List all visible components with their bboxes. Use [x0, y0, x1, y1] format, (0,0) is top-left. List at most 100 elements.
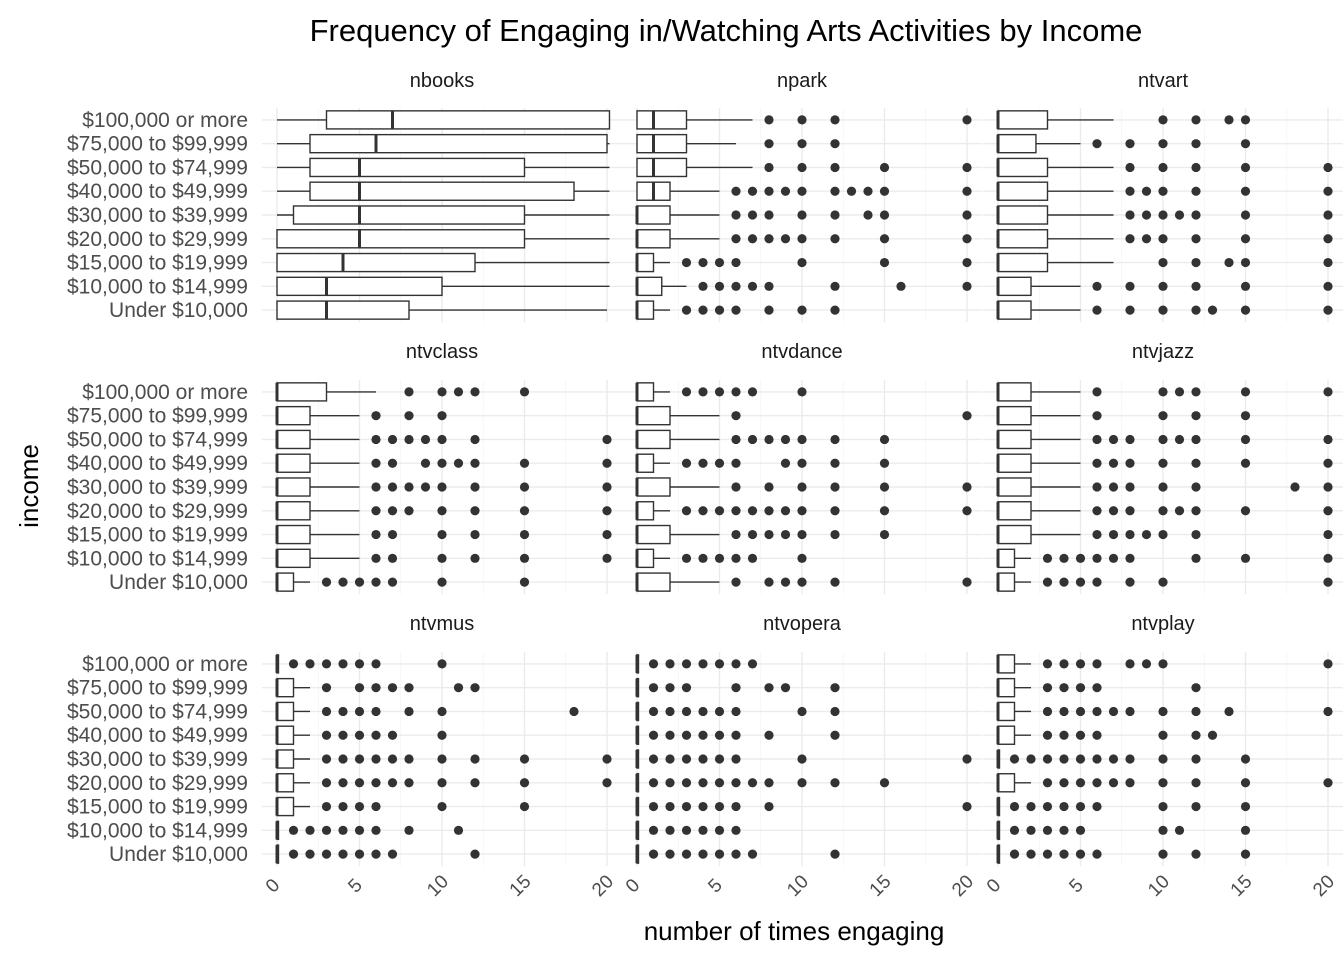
outlier-point [387, 458, 398, 468]
boxplot-Under $10,000 [996, 572, 1333, 592]
outlier-point [371, 849, 381, 859]
boxplot-Under $10,000 [635, 844, 840, 864]
outlier-point [1158, 529, 1168, 540]
outlier-point [404, 778, 414, 788]
boxplot-$100,000 or more [275, 654, 447, 674]
iqr-box [636, 300, 655, 320]
outlier-point [797, 139, 807, 149]
outlier-point [764, 115, 774, 125]
panel-strip-label: ntvclass [406, 341, 478, 363]
outlier-point [747, 553, 758, 563]
outlier-point [1240, 305, 1251, 315]
outlier-point [1240, 754, 1251, 764]
outlier-point [321, 825, 332, 835]
boxplot-$20,000 to $29,999 [635, 501, 972, 521]
outlier-point [1042, 577, 1053, 587]
outlier-point [1224, 115, 1234, 125]
boxplot-$50,000 to $74,999 [996, 157, 1333, 178]
outlier-point [453, 825, 464, 835]
outlier-point [830, 139, 840, 149]
outlier-point [764, 778, 774, 788]
outlier-point [1125, 506, 1135, 516]
outlier-point [1207, 730, 1218, 740]
outlier-point [1125, 529, 1135, 540]
outlier-point [1092, 482, 1102, 492]
outlier-point [1191, 162, 1201, 173]
outlier-point [1240, 162, 1251, 173]
outlier-point [1125, 281, 1135, 291]
outlier-point [404, 683, 414, 693]
iqr-box [997, 572, 1016, 592]
outlier-point [747, 234, 758, 244]
y-tick-label: $20,000 to $29,999 [67, 772, 248, 795]
iqr-box [636, 453, 655, 473]
iqr-box [636, 548, 655, 569]
outlier-point [846, 186, 857, 196]
iqr-box [276, 677, 295, 698]
outlier-point [1158, 257, 1168, 268]
outlier-point [714, 553, 725, 563]
outlier-point [371, 778, 381, 788]
outlier-point [1207, 305, 1218, 315]
y-tick-label: $50,000 to $74,999 [67, 428, 248, 451]
outlier-point [879, 257, 890, 268]
panel-strip-label: npark [777, 70, 828, 92]
outlier-point [1158, 825, 1168, 835]
outlier-point [338, 825, 348, 835]
outlier-point [387, 754, 398, 764]
iqr-box [997, 429, 1032, 450]
outlier-point [1240, 210, 1251, 220]
outlier-point [1125, 482, 1135, 492]
outlier-point [1191, 257, 1201, 268]
outlier-point [1059, 553, 1069, 563]
boxplot-$30,000 to $39,999 [996, 205, 1333, 225]
outlier-point [681, 387, 692, 397]
iqr-box [276, 773, 295, 793]
outlier-point [1158, 458, 1168, 468]
outlier-point [747, 849, 758, 859]
outlier-point [1092, 506, 1102, 516]
boxplot-$100,000 or more [277, 110, 611, 130]
outlier-point [648, 754, 659, 764]
iqr-box [636, 110, 688, 130]
outlier-point [1240, 411, 1251, 421]
outlier-point [1059, 825, 1069, 835]
outlier-point [1059, 730, 1069, 740]
outlier-point [371, 706, 381, 717]
outlier-point [453, 387, 464, 397]
outlier-point [797, 529, 807, 540]
boxplot-Under $10,000 [635, 300, 840, 320]
outlier-point [714, 825, 725, 835]
y-tick-label: $75,000 to $99,999 [67, 133, 248, 156]
outlier-point [681, 458, 692, 468]
outlier-point [519, 482, 530, 492]
outlier-point [1026, 801, 1036, 812]
outlier-point [879, 482, 890, 492]
outlier-point [602, 506, 612, 516]
boxplot-$20,000 to $29,999 [996, 501, 1333, 521]
outlier-point [665, 825, 675, 835]
outlier-point [962, 506, 972, 516]
boxplot-$40,000 to $49,999 [635, 453, 890, 473]
outlier-point [797, 553, 807, 563]
x-axis-title: number of times engaging [644, 916, 945, 946]
outlier-point [731, 706, 741, 717]
outlier-point [437, 778, 447, 788]
y-tick-label: $15,000 to $19,999 [67, 524, 248, 547]
outlier-point [879, 434, 890, 445]
outlier-point [1323, 482, 1333, 492]
outlier-point [371, 659, 381, 669]
outlier-point [1290, 482, 1300, 492]
outlier-point [1323, 162, 1333, 173]
y-tick-label: Under $10,000 [109, 571, 248, 594]
outlier-point [1125, 778, 1135, 788]
outlier-point [437, 529, 447, 540]
outlier-point [698, 778, 708, 788]
outlier-point [321, 706, 332, 717]
outlier-point [387, 506, 398, 516]
outlier-point [764, 683, 774, 693]
outlier-point [1059, 577, 1069, 587]
outlier-point [338, 706, 348, 717]
iqr-box [325, 110, 611, 130]
